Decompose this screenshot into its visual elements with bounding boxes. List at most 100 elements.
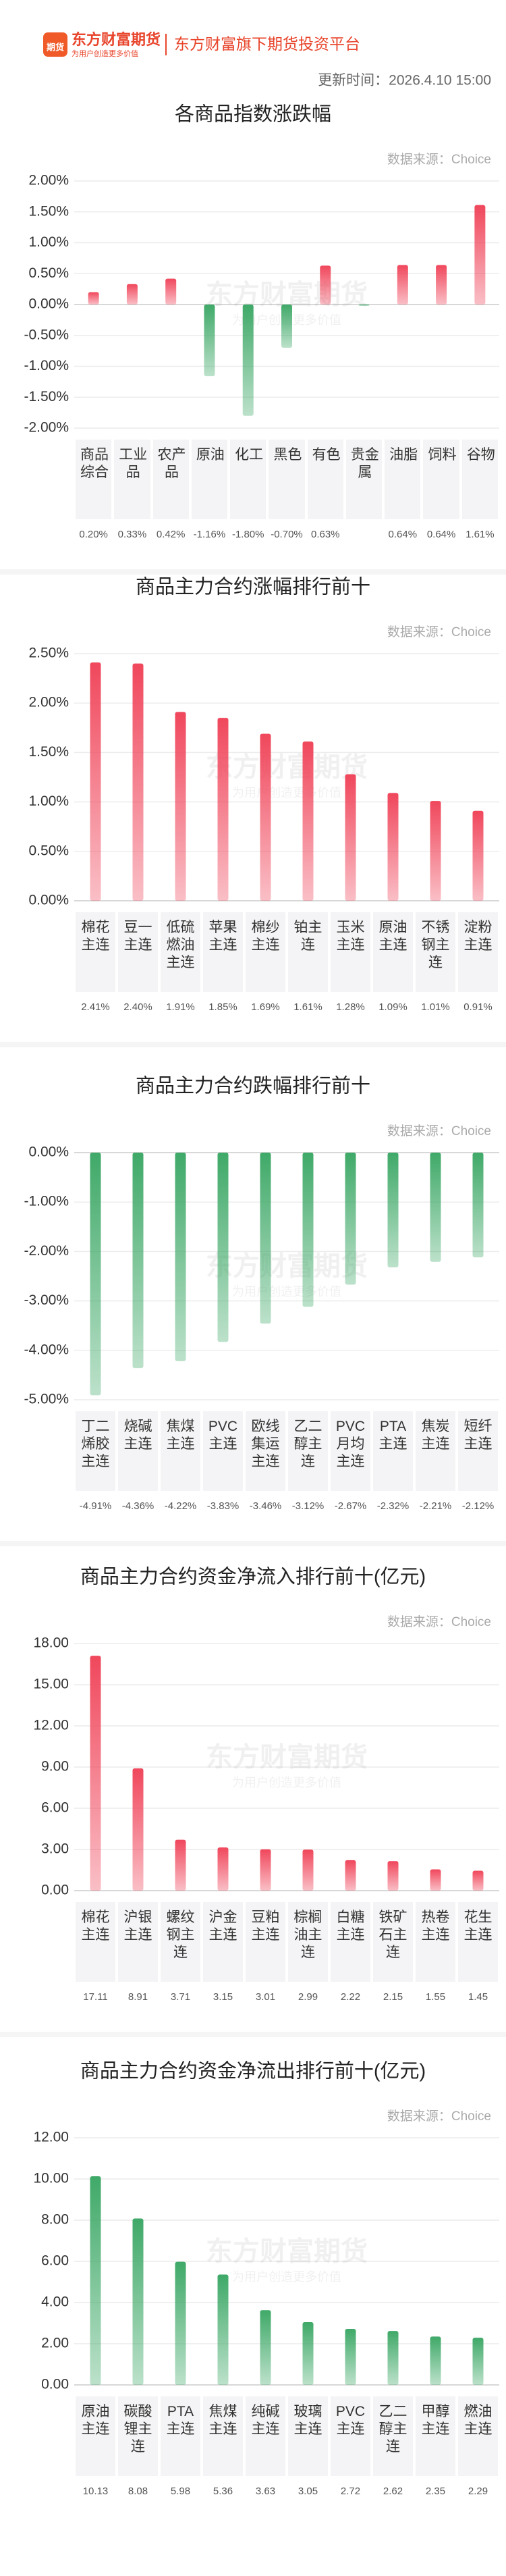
value-label: -1.80%: [229, 529, 267, 540]
watermark-slogan: 为用户创造更多价值: [232, 786, 341, 799]
x-tick-label: 农产品: [152, 440, 189, 519]
text: 黑色: [273, 447, 302, 463]
x-tick-label: 玻璃主连: [288, 2396, 328, 2476]
value-label: 2.62: [372, 2486, 414, 2497]
watermark-slogan: 为用户创造更多价值: [232, 1776, 341, 1789]
brand: 东方财富期货: [72, 31, 161, 48]
bar: [90, 662, 101, 901]
text: 烧碱主连: [123, 1419, 152, 1452]
text: 0.91%: [463, 1001, 493, 1013]
bar: [260, 1153, 271, 1324]
section-divider: [0, 1541, 506, 1546]
value-label: -4.91%: [74, 1500, 117, 1512]
bar: [430, 1869, 441, 1891]
source: 数据来源：Choice: [387, 152, 491, 167]
x-tick-label: 豆一主连: [118, 912, 158, 992]
x-tick-label: 棉纱主连: [246, 912, 285, 992]
section-divider: [0, 569, 506, 575]
text: 热卷主连: [421, 1910, 450, 1943]
bar: [320, 265, 331, 305]
text: 0.33%: [117, 529, 147, 540]
y-tick-label: 0.00%: [28, 893, 69, 908]
text: 农产品: [157, 447, 186, 480]
section-divider: [0, 1042, 506, 1047]
bar: [175, 712, 186, 901]
y-tick-label: -2.00%: [24, 1243, 69, 1259]
text: -2.21%: [419, 1500, 452, 1512]
source: 数据来源：Choice: [387, 1614, 491, 1629]
text: 螺纹钢主连: [166, 1910, 195, 1960]
watermark-brand: 东方财富期货: [206, 2237, 368, 2267]
y-tick-label: -1.50%: [24, 389, 69, 404]
text: 棕榈油主连: [293, 1910, 322, 1960]
value-label: -1.16%: [190, 529, 229, 540]
text: -1.80%: [231, 529, 264, 540]
watermark-brand: 东方财富期货: [206, 1252, 368, 1282]
bar: [132, 2218, 144, 2385]
watermark-brand: 东方财富期货: [206, 1743, 368, 1772]
text: -2.67%: [334, 1500, 367, 1512]
x-tick-label: 苹果主连: [203, 912, 243, 992]
source: 数据来源：Choice: [387, 2109, 491, 2124]
bar: [90, 2176, 101, 2385]
bar: [397, 265, 408, 305]
bar: [260, 2310, 271, 2385]
x-tick-label: 花生主连: [458, 1902, 498, 1982]
text: 3.63: [255, 2486, 276, 2497]
x-tick-label: 棕榈油主连: [288, 1902, 328, 1982]
y-tick-label: 18.00: [33, 1635, 69, 1651]
bar: [175, 1153, 186, 1361]
bar: [430, 801, 441, 901]
bar: [217, 2274, 229, 2385]
y-tick-label: -0.50%: [24, 327, 69, 342]
text: 2.22: [340, 1991, 361, 2003]
text: -4.91%: [79, 1500, 112, 1512]
bar: [472, 810, 484, 901]
text: -2.12%: [461, 1500, 495, 1512]
x-tick-label: 淀粉主连: [458, 912, 498, 992]
text: 贵金属: [350, 447, 379, 480]
x-tick-label: 铂主连: [288, 912, 328, 992]
value-label: 1.61%: [461, 529, 499, 540]
update-time: 更新时间：2026.4.10 15:00: [318, 73, 491, 88]
x-tick-label: 不锈钢主连: [416, 912, 455, 992]
x-tick-label: 短纤主连: [458, 1411, 498, 1491]
bar: [217, 718, 229, 901]
value-label: -2.32%: [372, 1500, 414, 1512]
x-tick-label: 乙二醇主连: [373, 2396, 413, 2476]
text: 欧线集运主连: [251, 1419, 280, 1469]
y-tick-label: 3.00: [41, 1841, 69, 1857]
y-tick-label: 1.50%: [28, 744, 69, 760]
y-tick-label: -1.00%: [24, 1194, 69, 1209]
text: 1.69%: [251, 1001, 280, 1013]
source: 数据来源：Choice: [387, 1124, 491, 1138]
bar: [472, 1870, 484, 1891]
value-label: 2.99: [287, 1991, 329, 2003]
y-tick-label: 1.50%: [28, 203, 69, 219]
text: 2.41%: [81, 1001, 110, 1013]
x-tick-label: 玉米主连: [331, 912, 370, 992]
y-tick-label: 0.00: [41, 2377, 69, 2392]
value-label: 0.63%: [306, 529, 345, 540]
bar: [132, 1768, 144, 1891]
x-tick-label: PVC主连: [203, 1411, 243, 1491]
x-tick-label: 原油: [191, 440, 228, 519]
text: 焦煤主连: [166, 1419, 195, 1452]
text: 焦炭主连: [421, 1419, 450, 1452]
x-tick-label: 沪银主连: [118, 1902, 158, 1982]
bar: [260, 1849, 271, 1891]
text: 油脂: [389, 447, 418, 463]
text: 3.05: [298, 2486, 318, 2497]
text: 短纤主连: [463, 1419, 493, 1452]
text: 豆粕主连: [251, 1910, 280, 1943]
text: 17.11: [83, 1991, 108, 2003]
x-tick-label: 豆粕主连: [246, 1902, 285, 1982]
value-label: 0.64%: [422, 529, 460, 540]
x-tick-label: 白糖主连: [331, 1902, 370, 1982]
text: 碳酸锂主连: [123, 2404, 152, 2454]
x-tick-label: 有色: [307, 440, 343, 519]
value-label: 1.69%: [244, 1001, 287, 1013]
text: 1.91%: [166, 1001, 195, 1013]
